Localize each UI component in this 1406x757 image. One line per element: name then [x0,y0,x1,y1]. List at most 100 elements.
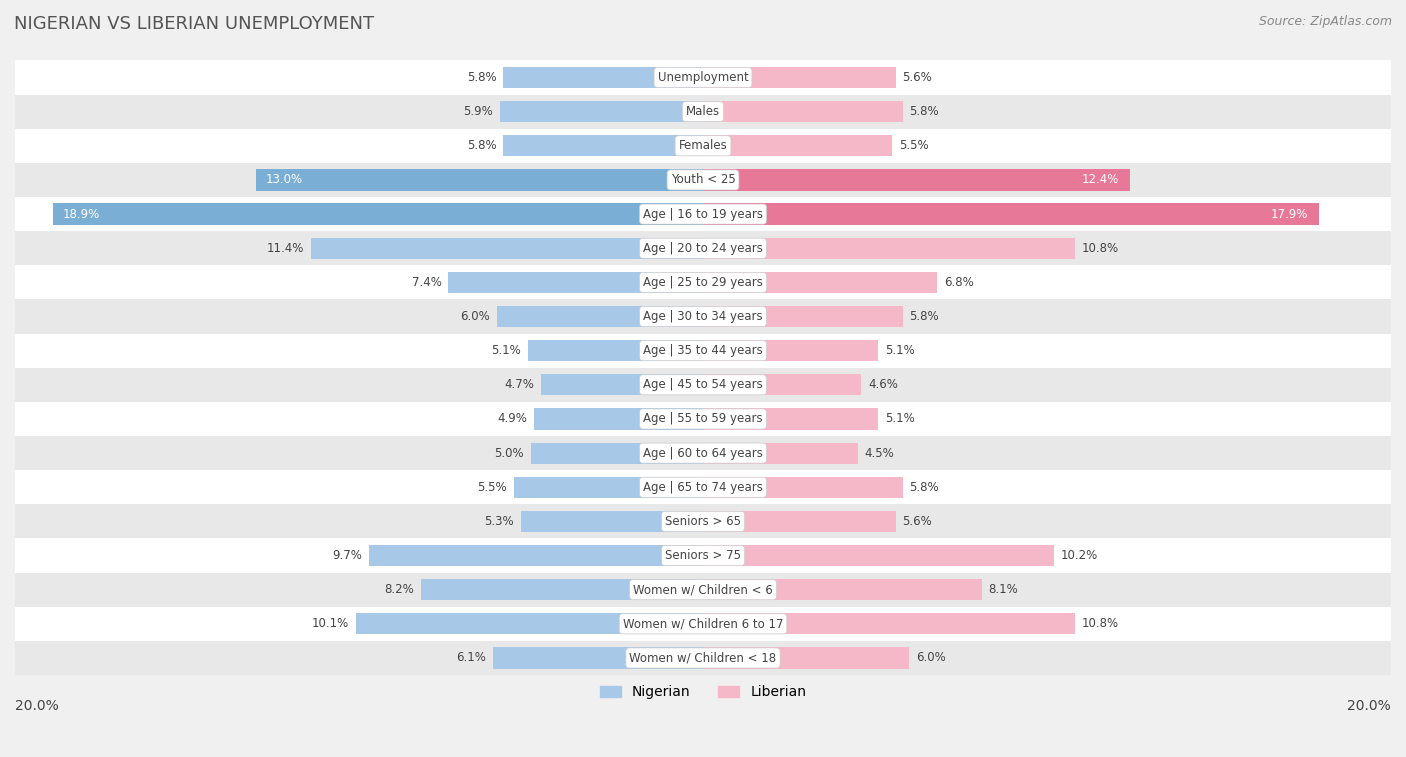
Text: 9.7%: 9.7% [333,549,363,562]
Bar [15,197,1391,231]
Text: Women w/ Children < 6: Women w/ Children < 6 [633,583,773,597]
Text: 4.7%: 4.7% [505,378,534,391]
Text: NIGERIAN VS LIBERIAN UNEMPLOYMENT: NIGERIAN VS LIBERIAN UNEMPLOYMENT [14,15,374,33]
Text: 5.8%: 5.8% [467,71,496,84]
Text: 10.1%: 10.1% [312,617,349,631]
Bar [15,402,1391,436]
Text: 5.5%: 5.5% [898,139,929,152]
Bar [703,67,896,88]
Bar [703,170,1129,191]
Bar [15,300,1391,334]
Bar [15,129,1391,163]
Bar [15,368,1391,402]
Text: Age | 25 to 29 years: Age | 25 to 29 years [643,276,763,289]
Bar [15,163,1391,197]
Text: 5.1%: 5.1% [491,344,520,357]
Bar [703,545,1054,566]
Bar [527,340,703,361]
Text: 6.0%: 6.0% [917,652,946,665]
Text: 20.0%: 20.0% [1347,699,1391,713]
Text: 6.0%: 6.0% [460,310,489,323]
Text: Age | 65 to 74 years: Age | 65 to 74 years [643,481,763,494]
Text: Age | 60 to 64 years: Age | 60 to 64 years [643,447,763,459]
Bar [703,101,903,122]
Bar [534,408,703,429]
Text: 5.0%: 5.0% [495,447,524,459]
Bar [356,613,703,634]
Bar [703,272,936,293]
Bar [15,95,1391,129]
Text: Females: Females [679,139,727,152]
Text: Seniors > 65: Seniors > 65 [665,515,741,528]
Bar [15,572,1391,607]
Text: 5.1%: 5.1% [886,344,915,357]
Bar [703,477,903,498]
Bar [15,538,1391,572]
Text: 10.8%: 10.8% [1081,241,1119,254]
Text: Source: ZipAtlas.com: Source: ZipAtlas.com [1258,15,1392,28]
Bar [703,306,903,327]
Text: 6.1%: 6.1% [457,652,486,665]
Bar [15,334,1391,368]
Bar [703,647,910,668]
Text: 5.3%: 5.3% [484,515,513,528]
Bar [501,101,703,122]
Text: 18.9%: 18.9% [63,207,100,220]
Text: 5.9%: 5.9% [464,105,494,118]
Text: Women w/ Children 6 to 17: Women w/ Children 6 to 17 [623,617,783,631]
Bar [703,613,1074,634]
Text: 5.1%: 5.1% [886,413,915,425]
Text: 20.0%: 20.0% [15,699,59,713]
Bar [15,641,1391,675]
Text: Age | 35 to 44 years: Age | 35 to 44 years [643,344,763,357]
Bar [53,204,703,225]
Bar [449,272,703,293]
Text: Unemployment: Unemployment [658,71,748,84]
Text: Age | 30 to 34 years: Age | 30 to 34 years [643,310,763,323]
Text: 5.5%: 5.5% [477,481,508,494]
Legend: Nigerian, Liberian: Nigerian, Liberian [595,680,811,705]
Bar [15,607,1391,641]
Text: 11.4%: 11.4% [267,241,304,254]
Bar [531,443,703,464]
Bar [703,408,879,429]
Text: 5.8%: 5.8% [910,310,939,323]
Text: 4.5%: 4.5% [865,447,894,459]
Text: Males: Males [686,105,720,118]
Bar [494,647,703,668]
Text: 5.6%: 5.6% [903,515,932,528]
Text: 5.8%: 5.8% [910,105,939,118]
Text: 17.9%: 17.9% [1271,207,1309,220]
Bar [370,545,703,566]
Bar [703,579,981,600]
Text: Women w/ Children < 18: Women w/ Children < 18 [630,652,776,665]
Bar [420,579,703,600]
Bar [503,67,703,88]
Text: 10.2%: 10.2% [1060,549,1098,562]
Text: Youth < 25: Youth < 25 [671,173,735,186]
Bar [703,374,862,395]
Text: Age | 45 to 54 years: Age | 45 to 54 years [643,378,763,391]
Bar [520,511,703,532]
Text: 12.4%: 12.4% [1081,173,1119,186]
Text: 5.6%: 5.6% [903,71,932,84]
Text: Age | 16 to 19 years: Age | 16 to 19 years [643,207,763,220]
Bar [703,136,893,157]
Bar [15,436,1391,470]
Bar [703,511,896,532]
Bar [503,136,703,157]
Text: 5.8%: 5.8% [910,481,939,494]
Text: Seniors > 75: Seniors > 75 [665,549,741,562]
Text: Age | 20 to 24 years: Age | 20 to 24 years [643,241,763,254]
Bar [15,231,1391,265]
Bar [703,340,879,361]
Text: 4.9%: 4.9% [498,413,527,425]
Bar [703,443,858,464]
Bar [15,504,1391,538]
Text: Age | 55 to 59 years: Age | 55 to 59 years [643,413,763,425]
Bar [496,306,703,327]
Text: 7.4%: 7.4% [412,276,441,289]
Text: 8.2%: 8.2% [384,583,413,597]
Bar [703,238,1074,259]
Bar [311,238,703,259]
